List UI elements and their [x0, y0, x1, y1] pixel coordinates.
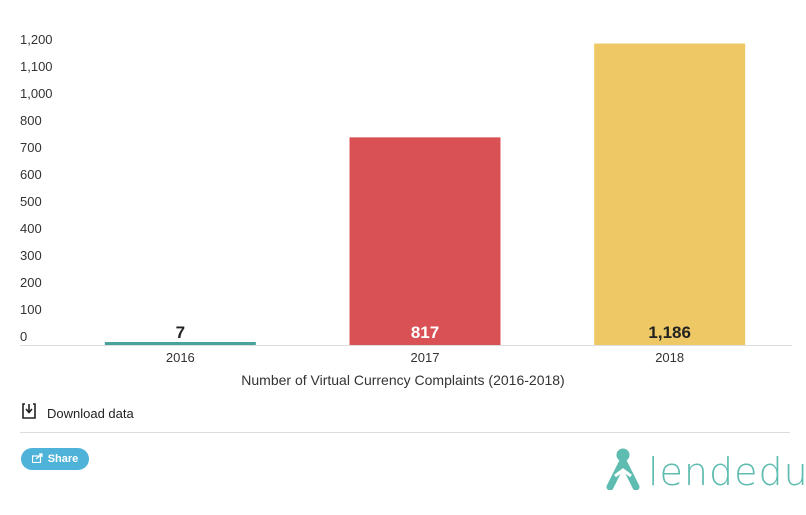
y-tick-label: 1,200 — [20, 32, 53, 47]
data-label-2017: 817 — [411, 323, 439, 342]
y-tick-label: 700 — [20, 140, 42, 155]
share-icon — [31, 452, 43, 466]
x-tick-label: 2017 — [411, 350, 440, 365]
y-tick-label: 300 — [20, 248, 42, 263]
lendedu-logo-text: lendedu — [648, 449, 806, 494]
y-tick-label: 400 — [20, 221, 42, 236]
y-tick-label: 1,000 — [20, 86, 53, 101]
bar-2016[interactable] — [104, 342, 256, 345]
bar-2017[interactable] — [349, 137, 501, 345]
y-tick-label: 600 — [20, 167, 42, 182]
bar-2018[interactable] — [594, 43, 746, 345]
y-tick-label: 1,100 — [20, 59, 53, 74]
download-icon — [20, 402, 38, 425]
share-button[interactable]: Share — [21, 448, 89, 470]
lendedu-logo[interactable]: lendedu — [606, 448, 806, 495]
lendedu-logo-icon — [606, 448, 640, 495]
bar-chart: 0 100 200 300 400 500 600 700 800 1,000 1,100 1,200… — [20, 32, 792, 365]
y-tick-label: 0 — [20, 329, 27, 344]
y-tick-label: 200 — [20, 275, 42, 290]
share-label: Share — [47, 453, 79, 465]
x-tick-label: 2018 — [655, 350, 684, 365]
y-tick-label: 800 — [20, 113, 42, 128]
download-data-button[interactable]: Download data — [20, 402, 134, 425]
x-axis-label: Number of Virtual Currency Complaints (2… — [241, 372, 565, 388]
data-label-2016: 7 — [176, 323, 185, 342]
y-tick-label: 100 — [20, 302, 42, 317]
download-data-label: Download data — [47, 406, 134, 421]
y-tick-label: 500 — [20, 194, 42, 209]
x-tick-label: 2016 — [166, 350, 195, 365]
data-label-2018: 1,186 — [648, 323, 691, 342]
divider — [20, 432, 790, 433]
